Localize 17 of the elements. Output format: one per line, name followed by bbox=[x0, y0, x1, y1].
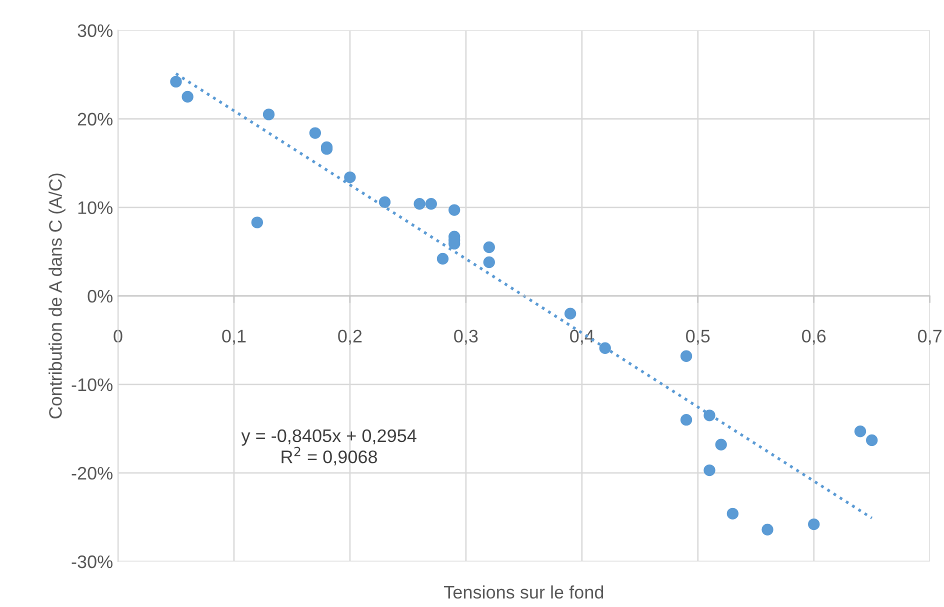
x-tick-label: 0,7 bbox=[918, 330, 942, 345]
annotation: y = -0,8405x + 0,2954 bbox=[241, 429, 416, 446]
y-tick-label: 20% bbox=[78, 112, 112, 126]
y-tick-label: -20% bbox=[72, 466, 112, 480]
y-axis-title: Contribution de A dans C (A/C) bbox=[48, 174, 66, 418]
x-tick-label: 0,3 bbox=[454, 330, 478, 345]
x-tick-label: 0,5 bbox=[686, 330, 710, 345]
y-tick-label: 30% bbox=[78, 24, 112, 38]
x-tick-label: 0,2 bbox=[338, 330, 362, 345]
annotation: R$^{2}$ = 0,9068 bbox=[282, 446, 377, 466]
y-tick-label: -30% bbox=[72, 555, 112, 568]
x-tick-label: 0,1 bbox=[222, 330, 246, 345]
x-tick-label: 0,6 bbox=[802, 330, 826, 345]
y-tick-label: -10% bbox=[72, 378, 112, 392]
y-tick-label: 0% bbox=[88, 290, 112, 303]
x-axis-title: Tensions sur le fond bbox=[444, 585, 604, 599]
y-tick-label: 10% bbox=[78, 201, 112, 214]
